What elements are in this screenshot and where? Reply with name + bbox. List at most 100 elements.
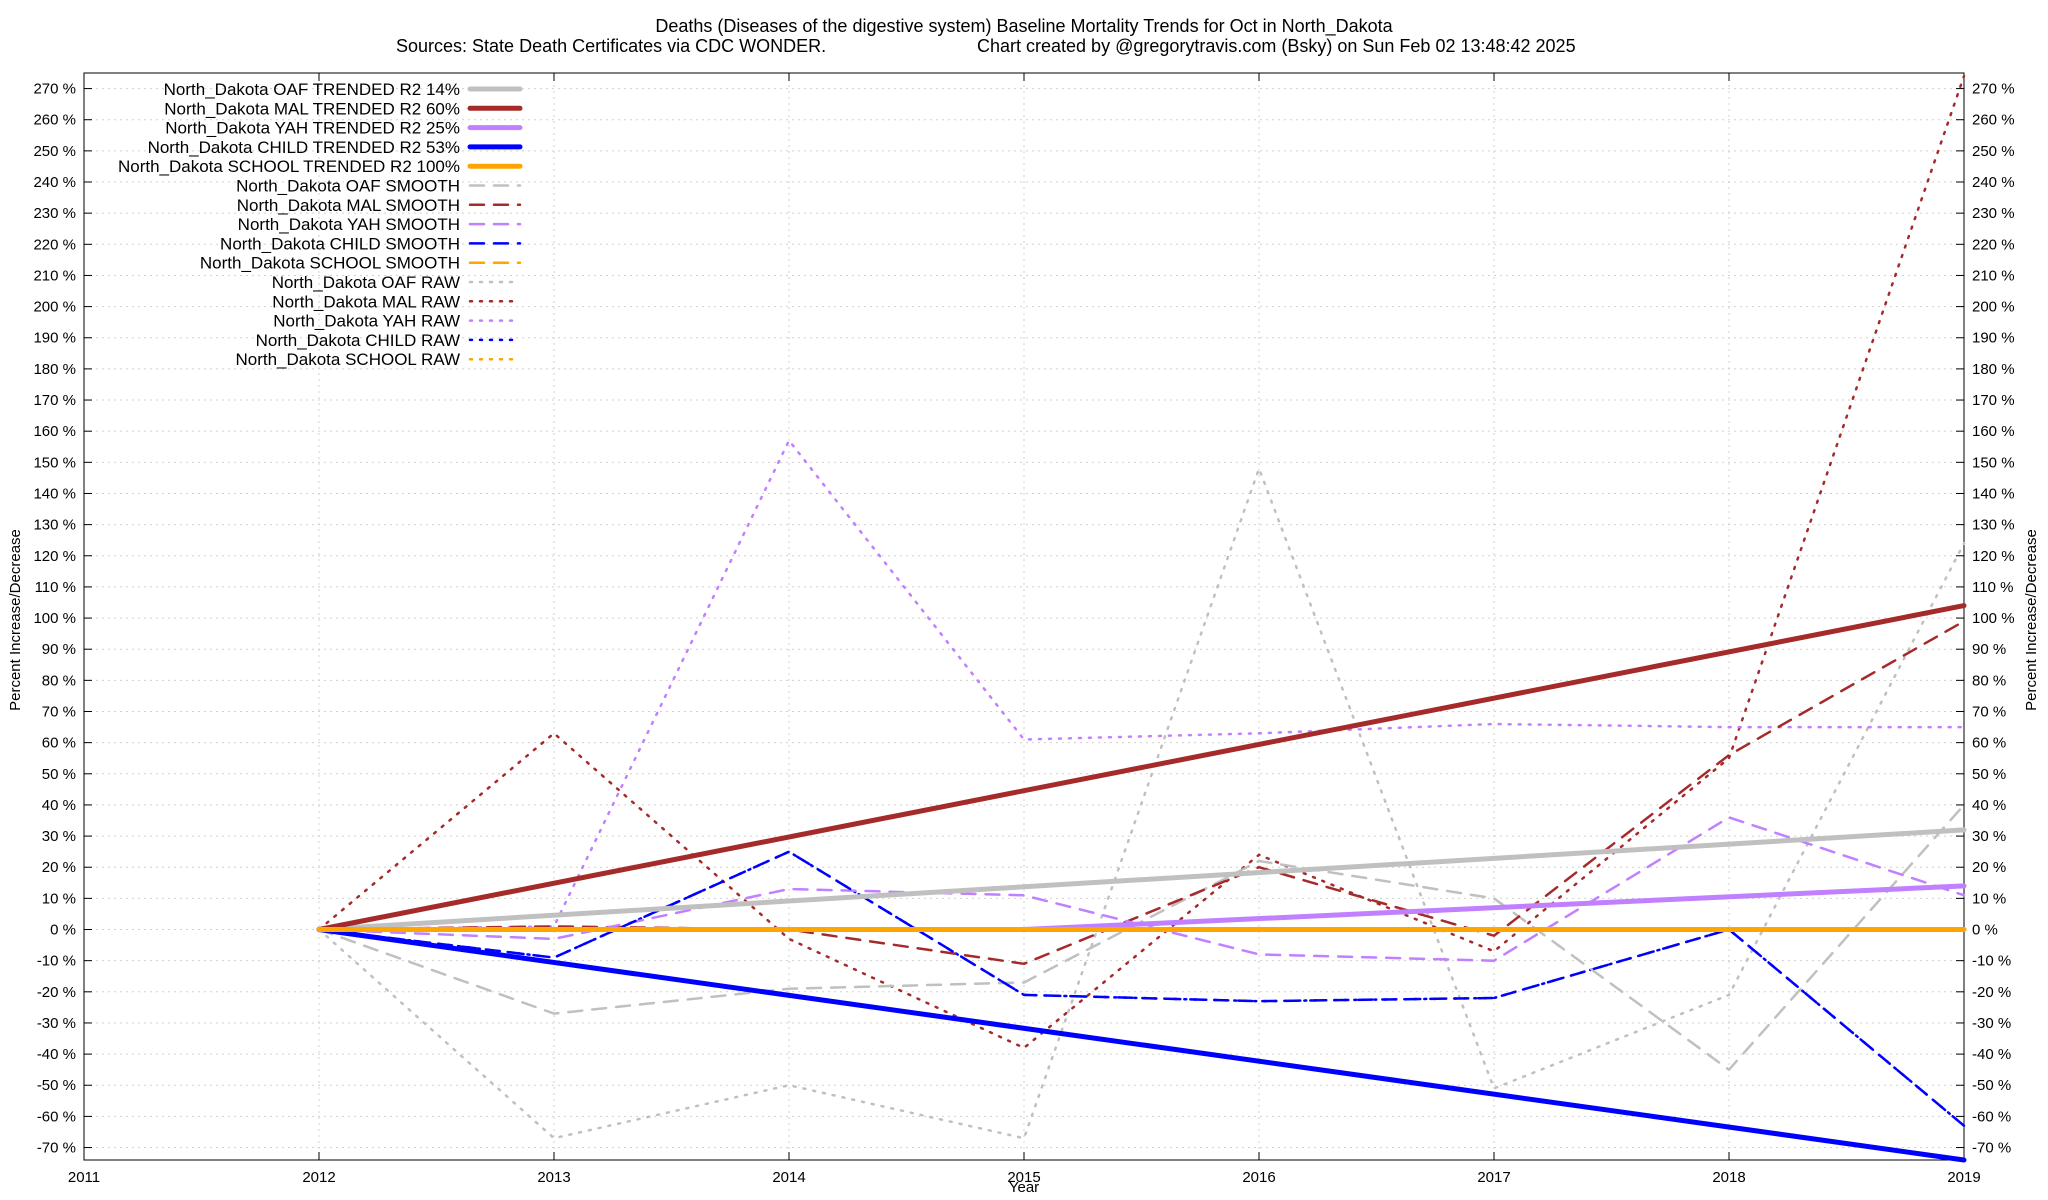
y2-tick-label: 0 % — [1972, 922, 1998, 939]
y2-tick-label: -20 % — [1972, 984, 2011, 1001]
y2-tick-label: 20 % — [1972, 859, 2006, 876]
y-tick-label: -20 % — [37, 984, 76, 1001]
legend-entry-label: North_Dakota SCHOOL SMOOTH — [200, 254, 460, 273]
x-tick-label: 2011 — [68, 1169, 100, 1186]
series-line-7 — [317, 619, 1966, 966]
y-tick-label: 130 % — [33, 517, 76, 534]
y2-tick-label: 270 % — [1972, 81, 2015, 98]
series-line-12 — [317, 74, 1966, 1050]
y-tick-label: 20 % — [42, 859, 76, 876]
legend-entry-label: North_Dakota YAH SMOOTH — [238, 215, 460, 234]
y-tick-label: 60 % — [42, 735, 76, 752]
y-tick-label: 200 % — [33, 299, 76, 316]
x-axis-label: Year — [1009, 1179, 1039, 1196]
y2-tick-label: 140 % — [1972, 485, 2015, 502]
series-line-2 — [316, 603, 1967, 932]
y2-tick-label: 80 % — [1972, 672, 2006, 689]
chart-subtitle-sources: Sources: State Death Certificates via CD… — [396, 36, 826, 56]
legend-entry-label: North_Dakota CHILD SMOOTH — [220, 234, 460, 253]
series-lines — [316, 74, 1967, 1163]
x-tick-label: 2019 — [1947, 1169, 1980, 1186]
y-tick-label: -40 % — [37, 1046, 76, 1063]
y2-tick-label: -40 % — [1972, 1046, 2011, 1063]
legend-entry-label: North_Dakota OAF TRENDED R2 14% — [164, 80, 460, 99]
chart-subtitle-credit: Chart created by @gregorytravis.com (Bsk… — [977, 36, 1576, 56]
x-tick-label: 2014 — [772, 1169, 805, 1186]
y2-tick-label: 120 % — [1972, 548, 2015, 565]
y2-tick-label: 160 % — [1972, 423, 2015, 440]
chart-title: Deaths (Diseases of the digestive system… — [655, 16, 1393, 37]
y2-tick-label: 190 % — [1972, 330, 2015, 347]
y-tick-label: 260 % — [33, 112, 76, 129]
y-tick-label: 240 % — [33, 174, 76, 191]
series-line-3 — [316, 883, 1967, 932]
y2-tick-label: -30 % — [1972, 1015, 2011, 1032]
legend-entry-label: North_Dakota OAF SMOOTH — [236, 177, 460, 196]
y2-tick-label: 10 % — [1972, 890, 2006, 907]
x-tick-label: 2018 — [1712, 1169, 1745, 1186]
y-tick-label: 90 % — [42, 641, 76, 658]
y-axis-label-left: Percent Increase/Decrease — [7, 529, 24, 711]
y-tick-label: 40 % — [42, 797, 76, 814]
y-tick-label: 190 % — [33, 330, 76, 347]
legend-entry-label: North_Dakota SCHOOL TRENDED R2 100% — [118, 157, 460, 176]
y2-tick-label: 150 % — [1972, 454, 2015, 471]
y-tick-label: 80 % — [42, 672, 76, 689]
y-tick-label: 180 % — [33, 361, 76, 378]
legend-entry-label: North_Dakota MAL SMOOTH — [237, 196, 460, 215]
y-tick-label: 50 % — [42, 766, 76, 783]
y2-tick-label: 130 % — [1972, 517, 2015, 534]
y2-tick-label: -60 % — [1972, 1108, 2011, 1125]
y-tick-label: -70 % — [37, 1140, 76, 1157]
y-axis-label-right: Percent Increase/Decrease — [2023, 529, 2040, 711]
y2-tick-label: -50 % — [1972, 1077, 2011, 1094]
y-tick-label: -30 % — [37, 1015, 76, 1032]
y2-tick-label: 50 % — [1972, 766, 2006, 783]
y2-tick-label: 180 % — [1972, 361, 2015, 378]
y-tick-label: 100 % — [33, 610, 76, 627]
legend-entry-label: North_Dakota YAH RAW — [273, 312, 460, 331]
y-tick-label: 170 % — [33, 392, 76, 409]
y2-tick-label: 100 % — [1972, 610, 2015, 627]
y-tick-label: 230 % — [33, 205, 76, 222]
axes: -70 % -70 % -60 % -60 % -50 % -50 % -40 % -40 %… — [33, 72, 2015, 1186]
y2-tick-label: -10 % — [1972, 953, 2011, 970]
y2-tick-label: 200 % — [1972, 299, 2015, 316]
y2-tick-label: 70 % — [1972, 703, 2006, 720]
y2-tick-label: 90 % — [1972, 641, 2006, 658]
legend-entry-label: North_Dakota MAL TRENDED R2 60% — [164, 99, 460, 118]
y-tick-label: -50 % — [37, 1077, 76, 1094]
legend-entry-label: North_Dakota YAH TRENDED R2 25% — [165, 119, 460, 138]
x-tick-label: 2016 — [1242, 1169, 1275, 1186]
y-tick-label: 210 % — [33, 267, 76, 284]
y2-tick-label: 60 % — [1972, 735, 2006, 752]
y2-tick-label: 210 % — [1972, 267, 2015, 284]
y-tick-label: 30 % — [42, 828, 76, 845]
series-line-9 — [317, 850, 1966, 1127]
series-line-4 — [316, 927, 1967, 1163]
y2-tick-label: 110 % — [1972, 579, 2013, 596]
legend-entry-label: North_Dakota CHILD TRENDED R2 53% — [148, 138, 460, 157]
y-tick-label: -10 % — [37, 953, 76, 970]
legend-entry-label: North_Dakota OAF RAW — [272, 273, 460, 292]
y-tick-label: 10 % — [42, 890, 76, 907]
y-tick-label: 270 % — [33, 81, 76, 98]
y-tick-label: 0 % — [50, 922, 76, 939]
y-tick-label: 220 % — [33, 236, 76, 253]
legend-entry-label: North_Dakota MAL RAW — [272, 292, 460, 311]
y2-tick-label: 220 % — [1972, 236, 2015, 253]
y2-tick-label: 30 % — [1972, 828, 2006, 845]
y2-tick-label: 260 % — [1972, 112, 2015, 129]
x-tick-label: 2012 — [302, 1169, 335, 1186]
plot-border — [83, 72, 1965, 1161]
series-line-11 — [317, 467, 1966, 1140]
y-tick-label: 140 % — [33, 485, 76, 502]
y2-tick-label: 170 % — [1972, 392, 2015, 409]
legend: North_Dakota OAF TRENDED R2 14%North_Dak… — [118, 80, 523, 369]
series-line-13 — [317, 439, 1966, 931]
y2-tick-label: 250 % — [1972, 143, 2015, 160]
y2-tick-label: 240 % — [1972, 174, 2015, 191]
y-tick-label: 70 % — [42, 703, 76, 720]
series-line-14 — [317, 850, 1966, 1127]
y-tick-label: 160 % — [33, 423, 76, 440]
